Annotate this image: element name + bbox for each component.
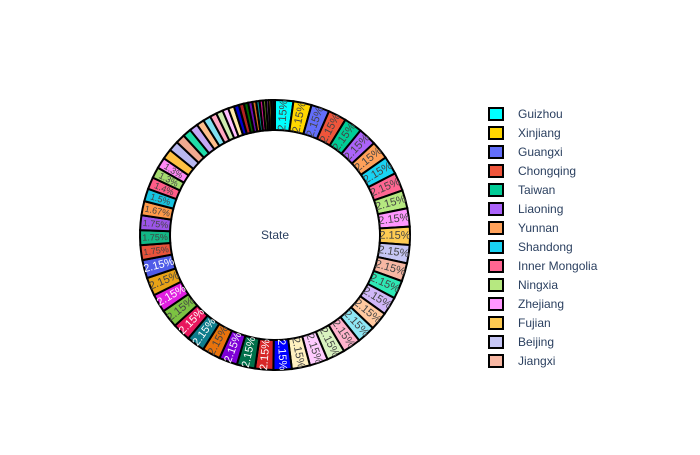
legend-label: Inner Mongolia — [518, 259, 598, 273]
legend-item[interactable]: Beijing — [488, 335, 554, 349]
legend-item[interactable]: Chongqing — [488, 164, 576, 178]
slice-percent-label: 1.67% — [144, 204, 171, 219]
legend-label: Jiangxi — [518, 354, 555, 368]
legend-swatch — [488, 278, 504, 292]
legend-item[interactable]: Zhejiang — [488, 297, 564, 311]
legend-item[interactable]: Guizhou — [488, 107, 563, 121]
legend-label: Guangxi — [518, 145, 563, 159]
legend-swatch — [488, 183, 504, 197]
legend-swatch — [488, 164, 504, 178]
slice-percent-label: 1.75% — [142, 218, 168, 230]
legend-item[interactable]: Jiangxi — [488, 354, 555, 368]
legend-swatch — [488, 126, 504, 140]
legend-label: Beijing — [518, 335, 554, 349]
legend-item[interactable]: Yunnan — [488, 221, 559, 235]
legend-swatch — [488, 316, 504, 330]
legend-label: Shandong — [518, 240, 573, 254]
legend-item[interactable]: Guangxi — [488, 145, 563, 159]
legend-label: Chongqing — [518, 164, 576, 178]
donut-slice[interactable] — [272, 98, 276, 132]
slice-percent-label: 2.15% — [276, 99, 290, 131]
slice-percent-label: 2.15% — [258, 338, 272, 370]
legend-swatch — [488, 221, 504, 235]
legend-label: Guizhou — [518, 107, 563, 121]
slice-percent-label: 2.15% — [378, 211, 411, 227]
donut-slices — [139, 98, 411, 372]
legend-item[interactable]: Ningxia — [488, 278, 558, 292]
legend-swatch — [488, 202, 504, 216]
slice-percent-label: 2.15% — [275, 339, 289, 371]
legend-swatch — [488, 335, 504, 349]
legend-label: Fujian — [518, 316, 551, 330]
slice-percent-label: 1.75% — [142, 232, 168, 243]
legend-label: Ningxia — [518, 278, 558, 292]
legend: Guizhou Xinjiang Guangxi Chongqing Taiwan Lia… — [488, 107, 598, 368]
slice-percent-label: 2.15% — [289, 336, 307, 369]
legend-swatch — [488, 297, 504, 311]
legend-item[interactable]: Xinjiang — [488, 126, 561, 140]
slice-percent-label: 2.15% — [377, 244, 410, 260]
legend-label: Taiwan — [518, 183, 555, 197]
legend-label: Zhejiang — [518, 297, 564, 311]
legend-item[interactable]: Fujian — [488, 316, 551, 330]
slice-percent-label: 2.15% — [379, 230, 410, 242]
legend-item[interactable]: Taiwan — [488, 183, 555, 197]
slice-percent-label: 1.75% — [143, 244, 170, 257]
legend-label: Yunnan — [518, 221, 559, 235]
legend-swatch — [488, 259, 504, 273]
legend-swatch — [488, 240, 504, 254]
legend-item[interactable]: Liaoning — [488, 202, 563, 216]
legend-swatch — [488, 107, 504, 121]
legend-swatch — [488, 354, 504, 368]
legend-item[interactable]: Inner Mongolia — [488, 259, 598, 273]
legend-item[interactable]: Shandong — [488, 240, 573, 254]
legend-label: Liaoning — [518, 202, 563, 216]
legend-label: Xinjiang — [518, 126, 561, 140]
center-label: State — [261, 228, 289, 242]
legend-swatch — [488, 145, 504, 159]
